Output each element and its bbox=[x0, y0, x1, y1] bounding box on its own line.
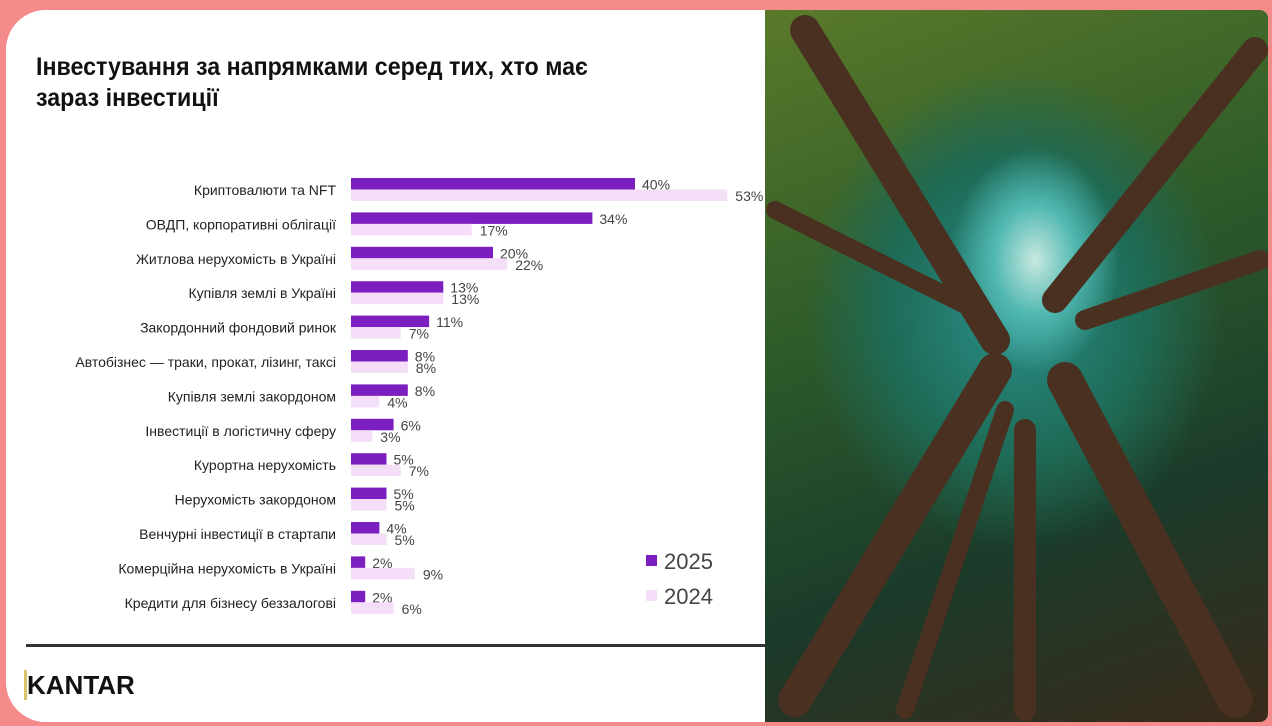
bar-2025 bbox=[351, 350, 408, 362]
data-label-2024: 6% bbox=[402, 601, 422, 617]
legend-label-2025: 2025 bbox=[664, 549, 713, 574]
category-label: Купівля землі в Україні bbox=[189, 285, 336, 301]
category-label: Курортна нерухомість bbox=[194, 457, 336, 473]
bar-2024 bbox=[351, 430, 373, 442]
data-label-2024: 17% bbox=[480, 222, 508, 238]
data-label-2024: 22% bbox=[515, 257, 543, 273]
bar-2024 bbox=[351, 361, 408, 373]
data-label-2025: 8% bbox=[415, 383, 435, 399]
category-label: Автобізнес — траки, прокат, лізинг, такс… bbox=[75, 354, 336, 370]
category-label: Закордонний фондовий ринок bbox=[140, 320, 337, 336]
bar-2025 bbox=[351, 384, 408, 396]
tree-trunks bbox=[766, 15, 1268, 721]
category-label: Купівля землі закордоном bbox=[168, 388, 336, 404]
bar-2024 bbox=[351, 258, 508, 270]
data-label-2024: 4% bbox=[387, 394, 407, 410]
category-label: Нерухомість закордоном bbox=[175, 492, 336, 508]
bar-2024 bbox=[351, 602, 394, 614]
legend-label-2024: 2024 bbox=[664, 584, 713, 609]
data-label-2025: 2% bbox=[372, 555, 392, 571]
bar-2025 bbox=[351, 281, 444, 293]
data-label-2025: 40% bbox=[642, 177, 670, 193]
bar-2024 bbox=[351, 533, 387, 545]
bar-2024 bbox=[351, 292, 444, 305]
bar-2025 bbox=[351, 212, 593, 224]
divider bbox=[26, 644, 766, 647]
data-label-2024: 53% bbox=[735, 188, 763, 204]
bar-2024 bbox=[351, 327, 401, 339]
data-label-2025: 2% bbox=[372, 589, 392, 605]
bar-2024 bbox=[351, 189, 728, 201]
data-label-2024: 13% bbox=[451, 291, 479, 307]
data-label-2024: 5% bbox=[395, 532, 415, 548]
category-label: Комерційна нерухомість в Україні bbox=[118, 560, 336, 576]
data-label-2025: 8% bbox=[415, 349, 435, 365]
bar-2025 bbox=[351, 453, 387, 465]
bar-2025 bbox=[351, 246, 493, 259]
data-label-2025: 5% bbox=[394, 486, 414, 502]
data-label-2025: 20% bbox=[500, 245, 528, 261]
category-label: ОВДП, корпоративні облігації bbox=[146, 216, 336, 232]
category-label: Інвестиції в логістичну сферу bbox=[145, 423, 336, 439]
bar-2024 bbox=[351, 223, 472, 236]
bar-2025 bbox=[351, 178, 635, 190]
category-label: Житлова нерухомість в Україні bbox=[136, 251, 336, 267]
bar-2025 bbox=[351, 418, 394, 431]
page-title: Інвестування за напрямками серед тих, хт… bbox=[36, 53, 588, 112]
data-label-2025: 4% bbox=[386, 521, 406, 537]
data-label-2025: 11% bbox=[436, 314, 463, 330]
data-label-2025: 13% bbox=[450, 280, 478, 296]
legend-swatch-2024 bbox=[646, 590, 657, 601]
data-label-2024: 7% bbox=[409, 463, 429, 479]
legend-swatch-2025 bbox=[646, 555, 657, 566]
data-label-2024: 9% bbox=[423, 566, 443, 582]
data-label-2024: 3% bbox=[380, 429, 400, 445]
bar-2024 bbox=[351, 464, 401, 477]
category-label: Криптовалюти та NFT bbox=[194, 182, 337, 198]
data-label-2024: 8% bbox=[416, 360, 436, 376]
data-label-2025: 34% bbox=[599, 211, 627, 227]
bar-2024 bbox=[351, 567, 415, 580]
bar-2025 bbox=[351, 487, 387, 500]
bar-2025 bbox=[351, 315, 430, 328]
bar-2025 bbox=[351, 522, 380, 534]
category-label: Венчурні інвестиції в стартапи bbox=[139, 526, 336, 542]
data-label-2024: 5% bbox=[395, 498, 415, 514]
data-label-2025: 5% bbox=[394, 452, 414, 468]
data-label-2025: 6% bbox=[401, 417, 421, 433]
bar-2025 bbox=[351, 590, 366, 603]
bar-2025 bbox=[351, 556, 366, 568]
bar-2024 bbox=[351, 499, 387, 511]
data-label-2024: 7% bbox=[409, 326, 429, 342]
category-label: Кредити для бізнесу беззалогові bbox=[125, 595, 336, 611]
bar-2024 bbox=[351, 395, 380, 408]
forest-photo bbox=[765, 10, 1268, 722]
kantar-logo: KANTAR bbox=[24, 670, 135, 701]
